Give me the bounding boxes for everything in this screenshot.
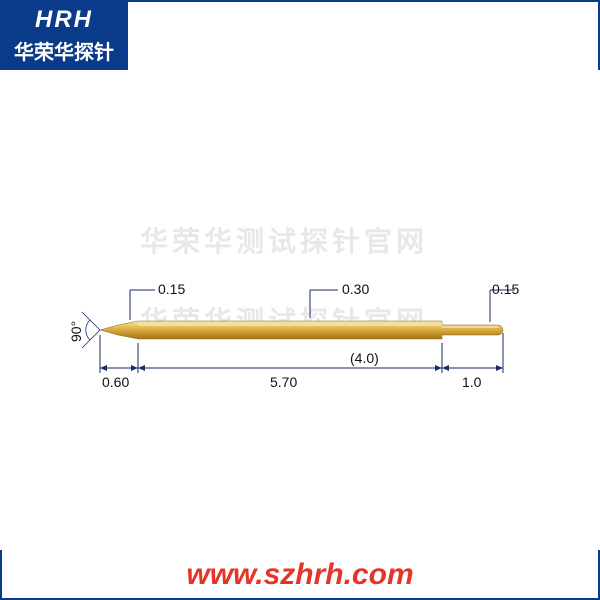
label-len-end: 1.0	[462, 374, 481, 390]
label-len-tip: 0.60	[102, 374, 129, 390]
probe-shape	[100, 321, 503, 339]
diameter-leaders	[130, 290, 515, 322]
label-dia-end: 0.15	[492, 281, 519, 297]
probe-drawing: 90° 0.15 0.30 0.15 0.60 5.70 (4.0) 1.0	[60, 250, 530, 410]
label-tip-angle: 90°	[68, 321, 84, 342]
tip-angle-lines	[82, 312, 100, 348]
label-dia-body: 0.30	[342, 281, 369, 297]
image-area: 华荣华测试探针官网 华荣华测试探针官网	[0, 70, 600, 550]
label-dia-tip: 0.15	[158, 281, 185, 297]
url-bar: www.szhrh.com	[0, 550, 600, 600]
logo-letters: HRH	[35, 6, 93, 34]
label-len-total: 5.70	[270, 374, 297, 390]
canvas: HRH 华荣华探针 华荣华测试探针官网 华荣华测试探针官网	[0, 0, 600, 600]
label-len-spring: (4.0)	[350, 350, 379, 366]
logo-cn-text: 华荣华探针	[14, 36, 114, 65]
logo-block: HRH 华荣华探针	[0, 0, 128, 70]
url-text: www.szhrh.com	[186, 558, 413, 592]
